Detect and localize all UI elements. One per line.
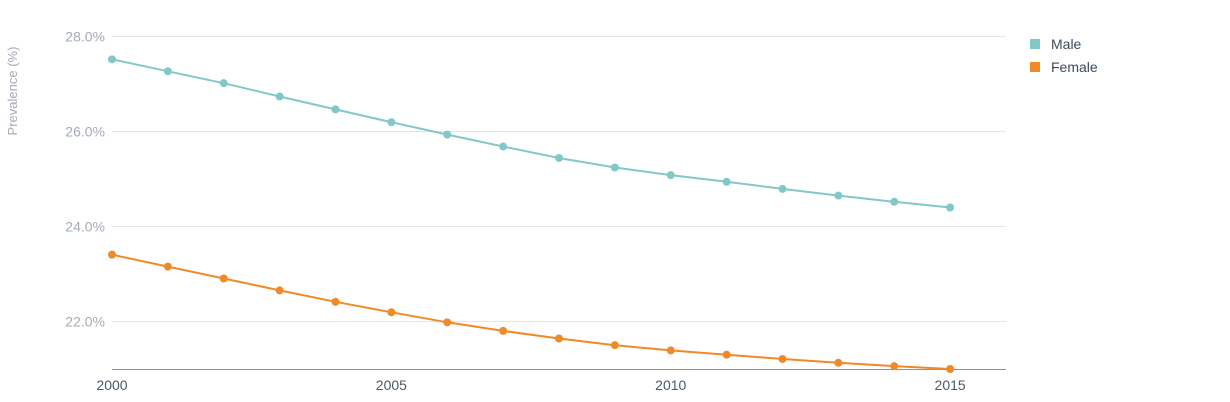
y-tick-label: 28.0% <box>65 29 105 45</box>
x-tick-label: 2005 <box>376 377 407 393</box>
data-point-female <box>499 326 508 335</box>
data-point-female <box>722 350 731 359</box>
data-point-female <box>666 346 675 355</box>
data-point-female <box>610 341 619 350</box>
legend-item-male[interactable]: Male <box>1030 32 1098 55</box>
y-tick-label: 24.0% <box>65 219 105 235</box>
data-point-male <box>108 55 116 64</box>
data-point-male <box>219 79 228 88</box>
legend-item-female[interactable]: Female <box>1030 55 1098 78</box>
data-point-female <box>275 286 284 295</box>
data-point-female <box>219 274 228 283</box>
x-axis-ticks: 2000 2005 2010 2015 <box>96 377 965 393</box>
data-point-male <box>722 177 731 186</box>
data-point-male <box>610 163 619 172</box>
data-point-female <box>443 318 452 327</box>
data-point-female <box>555 334 563 343</box>
legend-swatch-male <box>1030 38 1040 49</box>
data-point-male <box>834 191 843 200</box>
data-point-male <box>666 171 675 180</box>
y-tick-label: 26.0% <box>65 124 105 140</box>
legend-label: Male <box>1051 35 1082 52</box>
data-point-female <box>778 354 787 363</box>
data-point-female <box>331 297 340 306</box>
data-point-male <box>387 118 396 127</box>
x-tick-label: 2015 <box>935 377 966 393</box>
series-male <box>108 55 955 212</box>
data-point-male <box>499 142 508 151</box>
series-female <box>108 250 955 373</box>
data-point-male <box>946 203 955 212</box>
y-axis-label: Prevalence (%) <box>5 47 20 136</box>
data-point-male <box>163 67 172 76</box>
data-point-male <box>890 197 899 206</box>
data-point-male <box>778 184 787 193</box>
series-line-female <box>111 253 951 370</box>
x-tick-label: 2000 <box>96 377 127 393</box>
data-point-male <box>275 92 284 101</box>
data-point-male <box>331 105 340 114</box>
data-point-female <box>163 262 172 271</box>
y-tick-label: 22.0% <box>65 314 105 330</box>
legend-swatch-female <box>1030 61 1040 72</box>
x-tick-label: 2010 <box>655 377 686 393</box>
gridlines <box>112 36 1006 322</box>
data-point-male <box>555 153 563 162</box>
data-point-female <box>946 365 955 373</box>
y-axis-ticks: 22.0% 24.0% 26.0% 28.0% <box>65 29 105 330</box>
data-point-female <box>834 358 843 367</box>
legend-label: Female <box>1051 58 1098 75</box>
data-point-male <box>443 130 452 139</box>
data-point-female <box>108 250 116 259</box>
data-point-female <box>890 362 899 371</box>
legend: Male Female <box>1030 32 1098 78</box>
series-line-male <box>111 58 951 209</box>
series-group <box>108 55 955 373</box>
data-point-female <box>387 308 396 317</box>
